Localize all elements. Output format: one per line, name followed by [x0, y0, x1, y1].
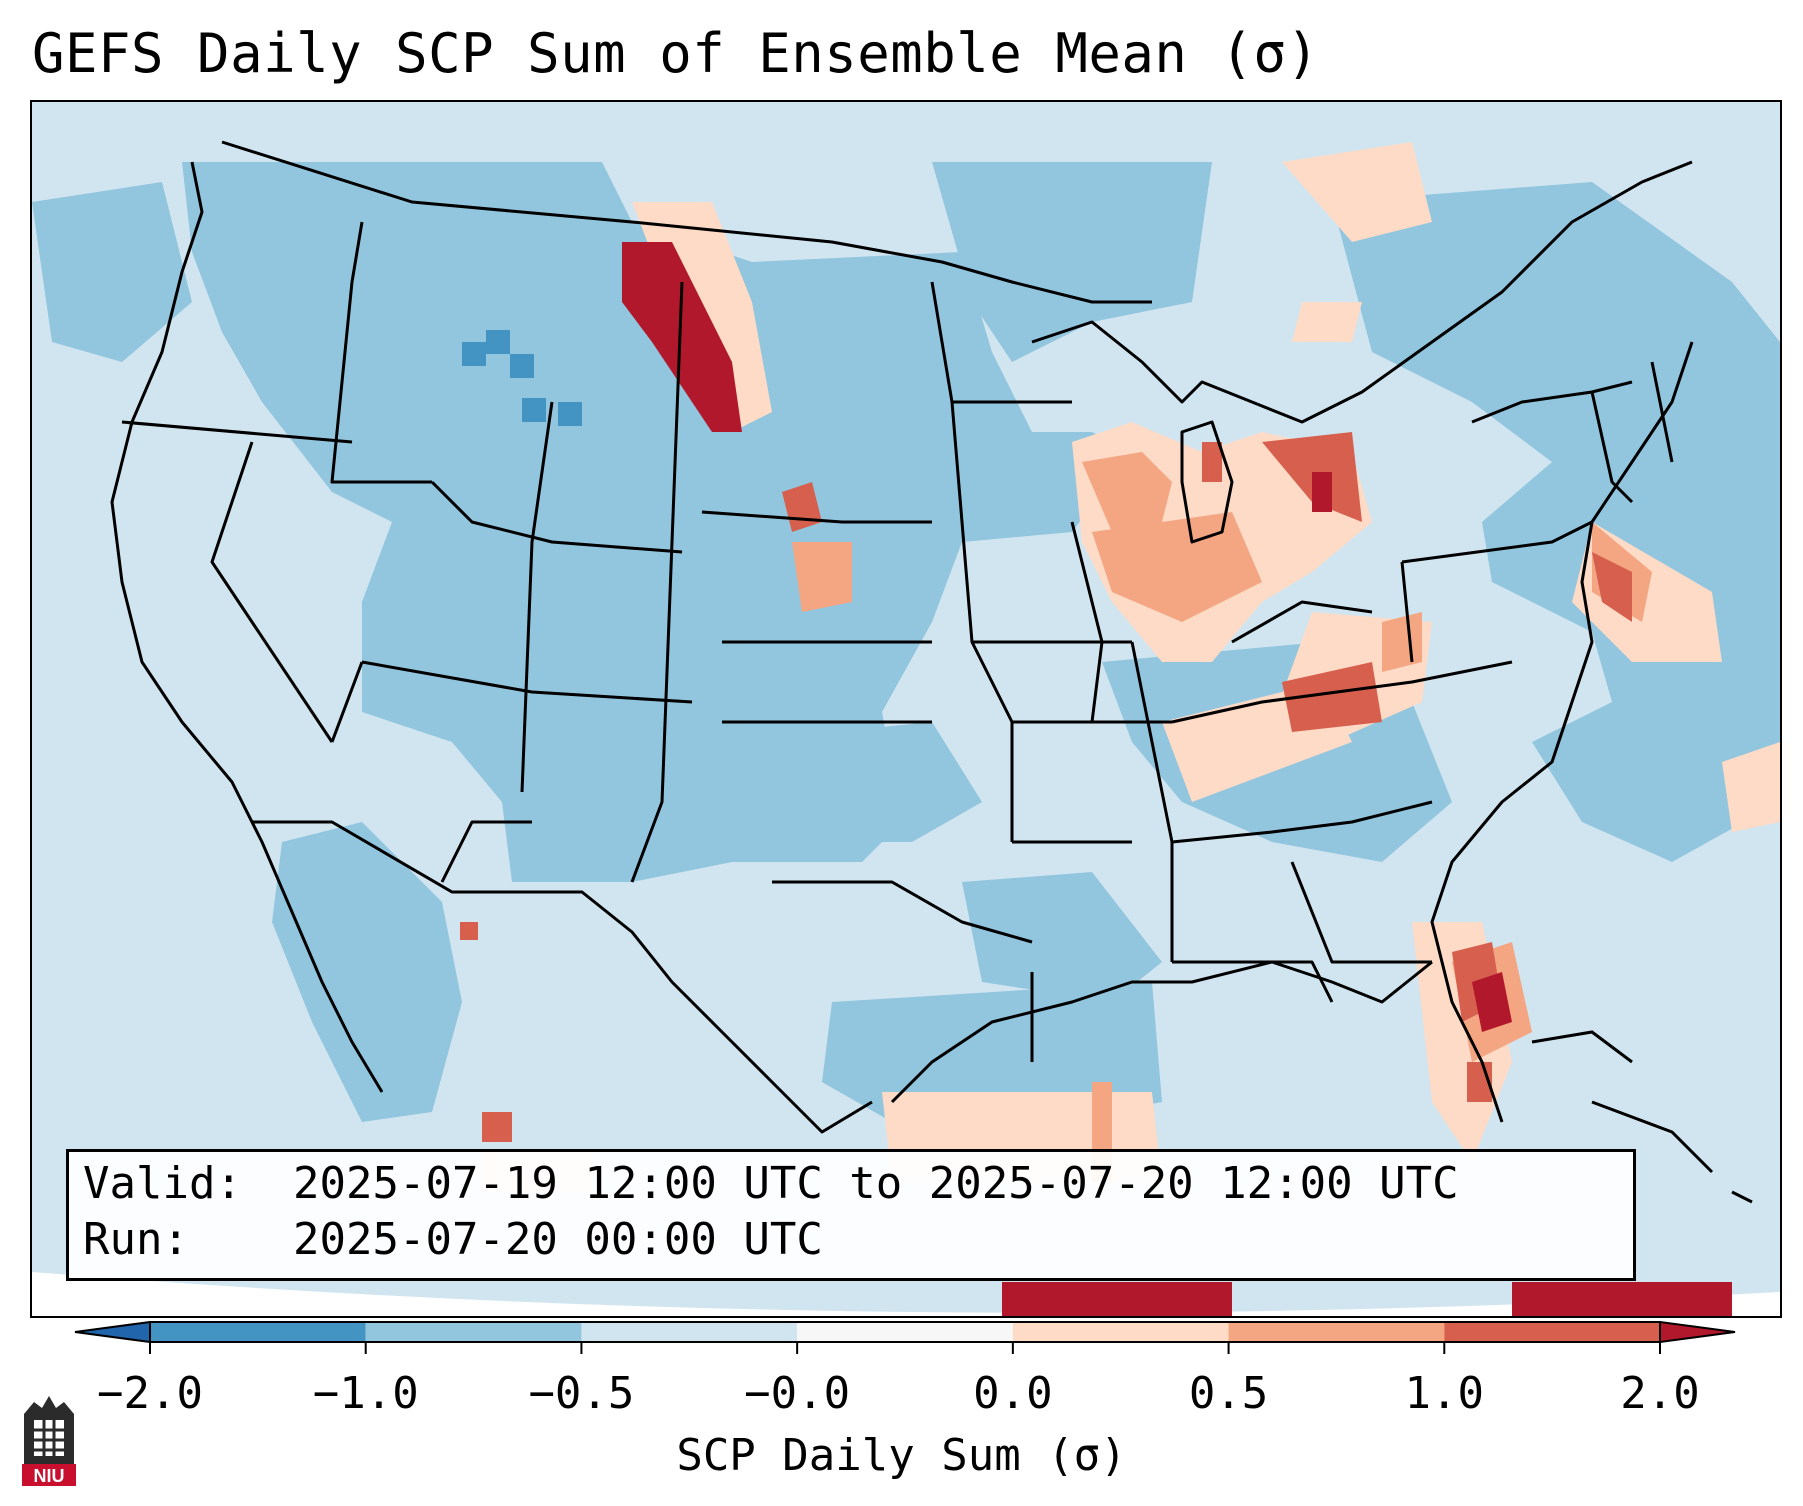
colorbar-outline	[149, 1321, 1661, 1343]
colorbar	[74, 1320, 1736, 1354]
great-lakes	[1031, 160, 1693, 424]
svg-text:NIU: NIU	[34, 1466, 65, 1486]
valid-value: 2025-07-19 12:00 UTC to 2025-07-20 12:00…	[293, 1158, 1459, 1209]
anomaly-dark-red	[622, 242, 1732, 1316]
colorbar-bin	[150, 1322, 366, 1342]
colorbar-bin	[365, 1322, 582, 1342]
colorbar-bin	[581, 1322, 798, 1342]
colorbar-tick-label: 0.0	[973, 1368, 1053, 1419]
west-coast	[110, 161, 384, 1093]
anomaly-light-blue	[32, 162, 1780, 1122]
islands	[1531, 1030, 1753, 1204]
colorbar-tick-label: −0.0	[744, 1368, 851, 1419]
colorbar-tick-label: 2.0	[1620, 1368, 1700, 1419]
colorbar-tick-label: −1.0	[312, 1368, 419, 1419]
colorbar-tick-label: −2.0	[97, 1368, 203, 1419]
colorbar-extend-high	[1659, 1320, 1736, 1344]
colorbar-bin	[1012, 1322, 1229, 1342]
boundaries	[110, 140, 1694, 1134]
valid-label: Valid:	[83, 1158, 242, 1209]
colorbar-label: SCP Daily Sum (σ)	[676, 1430, 1127, 1481]
gulf-coast	[890, 960, 1433, 1104]
colorbar-bin	[1444, 1322, 1660, 1342]
colorbar-tick-label: −0.5	[528, 1368, 635, 1419]
canada-border	[221, 140, 1152, 304]
east-coast	[1430, 341, 1694, 1123]
run-value: 2025-07-20 00:00 UTC	[293, 1214, 823, 1265]
valid-run-infobox: Valid: 2025-07-19 12:00 UTC to 2025-07-20…	[66, 1149, 1636, 1281]
lake-michigan	[1180, 420, 1234, 544]
colorbar-tick-label: 1.0	[1404, 1368, 1485, 1419]
colorbar-bin	[1228, 1322, 1445, 1342]
map-svg	[32, 102, 1780, 1316]
colorbar-extend-low	[74, 1320, 151, 1344]
chart-title: GEFS Daily SCP Sum of Ensemble Mean (σ)	[32, 22, 1320, 85]
colorbar-tick-marks	[149, 1342, 1661, 1354]
colorbar-tick-label: 0.5	[1188, 1368, 1269, 1419]
colorbar-bins	[74, 1320, 1736, 1344]
anomaly-mid-blue	[462, 330, 582, 426]
map-panel	[30, 100, 1782, 1318]
colorbar-bin	[797, 1322, 1013, 1342]
niu-logo-icon: NIU	[22, 1396, 76, 1486]
mexico-border	[252, 820, 873, 1134]
run-label: Run:	[83, 1214, 189, 1265]
